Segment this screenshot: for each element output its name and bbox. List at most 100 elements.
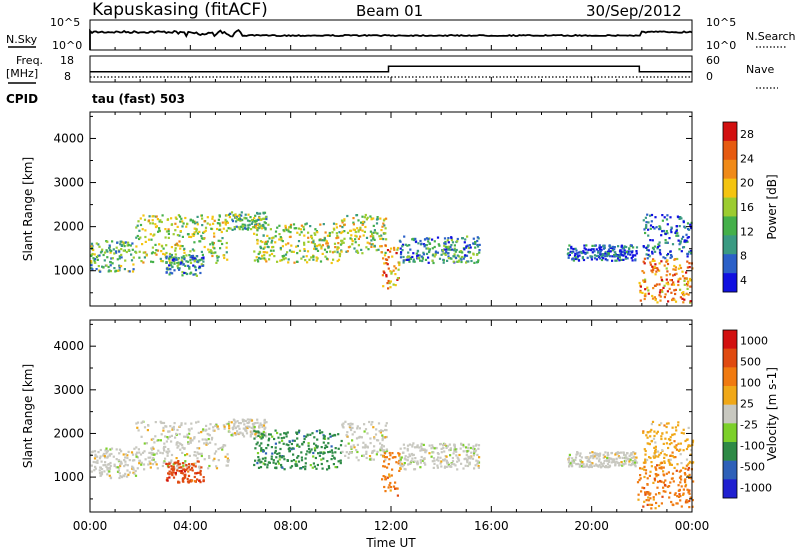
velocity-cell: [370, 423, 373, 426]
velocity-cell: [196, 447, 199, 450]
power-cell: [272, 245, 275, 249]
velocity-cell: [583, 465, 586, 468]
velocity-cell: [296, 456, 299, 459]
velocity-cell: [246, 418, 249, 421]
velocity-cell: [420, 445, 423, 448]
power-cell: [253, 232, 256, 235]
power-cell: [689, 279, 692, 282]
power-cell: [342, 241, 345, 244]
power-cell: [193, 241, 196, 244]
power-cell: [102, 266, 105, 269]
velocity-cell: [108, 470, 111, 473]
velocity-cell: [94, 465, 97, 468]
velocity-cell: [606, 451, 609, 454]
velocity-cell: [414, 446, 417, 449]
power-cell: [209, 223, 212, 226]
power-cell: [164, 253, 167, 256]
power-cell: [198, 267, 201, 270]
velocity-cell: [654, 455, 657, 458]
velocity-cell: [432, 457, 436, 460]
power-cell: [264, 216, 267, 219]
power-cell: [373, 229, 376, 232]
power-cell: [385, 275, 388, 278]
velocity-cell: [150, 453, 153, 456]
velocity-cell: [180, 466, 183, 469]
velocity-cell: [191, 439, 194, 442]
velocity-cell: [684, 485, 687, 488]
velocity-cell: [180, 422, 183, 425]
power-cell: [101, 248, 104, 251]
velocity-cell: [451, 462, 454, 465]
power-cell: [336, 251, 339, 254]
velocity-cell: [355, 456, 358, 459]
power-cell: [179, 244, 182, 247]
power-cell: [91, 252, 94, 256]
velocity-cell: [124, 463, 127, 466]
power-cell: [570, 251, 574, 254]
velocity-cell: [241, 432, 244, 435]
power-cell: [659, 295, 662, 298]
velocity-cell: [608, 457, 611, 460]
velocity-cell: [614, 453, 617, 456]
power-cell: [289, 223, 293, 226]
velocity-cell: [176, 464, 179, 468]
velocity-cell: [662, 481, 665, 484]
velocity-cell: [478, 456, 481, 459]
power-cell: [328, 233, 331, 236]
velocity-cell: [408, 443, 411, 446]
velocity-cell: [253, 430, 256, 433]
velocity-cell: [678, 476, 682, 479]
power-cell: [259, 240, 262, 243]
power-cell: [297, 227, 300, 230]
power-cell: [674, 300, 678, 303]
velocity-cell: [381, 436, 385, 439]
velocity-cell: [414, 457, 417, 460]
velocity-cell: [366, 445, 369, 448]
power-cell: [402, 259, 405, 262]
velocity-cell: [646, 483, 649, 486]
power-cell: [143, 218, 147, 221]
power-cell: [624, 252, 627, 255]
power-cell: [295, 245, 298, 248]
velocity-cell: [303, 435, 306, 438]
power-cell: [681, 292, 684, 295]
power-cell: [583, 247, 586, 250]
velocity-cell: [151, 463, 155, 466]
power-cell: [605, 254, 608, 258]
velocity-cell: [419, 466, 422, 469]
power-cell: [427, 247, 430, 250]
velocity-cell: [397, 462, 400, 465]
velocity-cell: [166, 477, 169, 480]
velocity-cell: [381, 444, 384, 447]
power-cell: [409, 248, 412, 251]
power-cell: [467, 246, 471, 250]
power-cell: [609, 250, 612, 253]
velocity-cell: [91, 451, 94, 454]
velocity-cell: [104, 456, 107, 459]
power-cell: [266, 245, 269, 248]
velocity-cell: [688, 492, 691, 495]
power-cell: [343, 219, 346, 222]
velocity-cell: [567, 461, 570, 464]
power-cell: [406, 256, 409, 259]
velocity-cell: [155, 452, 159, 455]
velocity-cell: [357, 436, 360, 439]
velocity-cell: [264, 459, 267, 462]
velocity-cell: [569, 462, 572, 465]
velocity-cell: [421, 459, 424, 462]
velocity-cell: [151, 458, 154, 462]
velocity-cell: [360, 436, 363, 439]
velocity-cell: [245, 429, 248, 432]
velocity-cell: [150, 451, 153, 454]
power-cell: [259, 212, 262, 215]
power-cell: [389, 280, 392, 283]
power-cell: [343, 218, 346, 221]
power-cell: [270, 241, 273, 244]
velocity-cell: [266, 463, 269, 466]
velocity-cell: [579, 459, 582, 462]
power-cell: [179, 220, 182, 223]
power-cell: [338, 231, 341, 234]
power-cell: [431, 254, 434, 257]
power-cell: [408, 255, 411, 258]
velocity-cell: [187, 466, 190, 469]
